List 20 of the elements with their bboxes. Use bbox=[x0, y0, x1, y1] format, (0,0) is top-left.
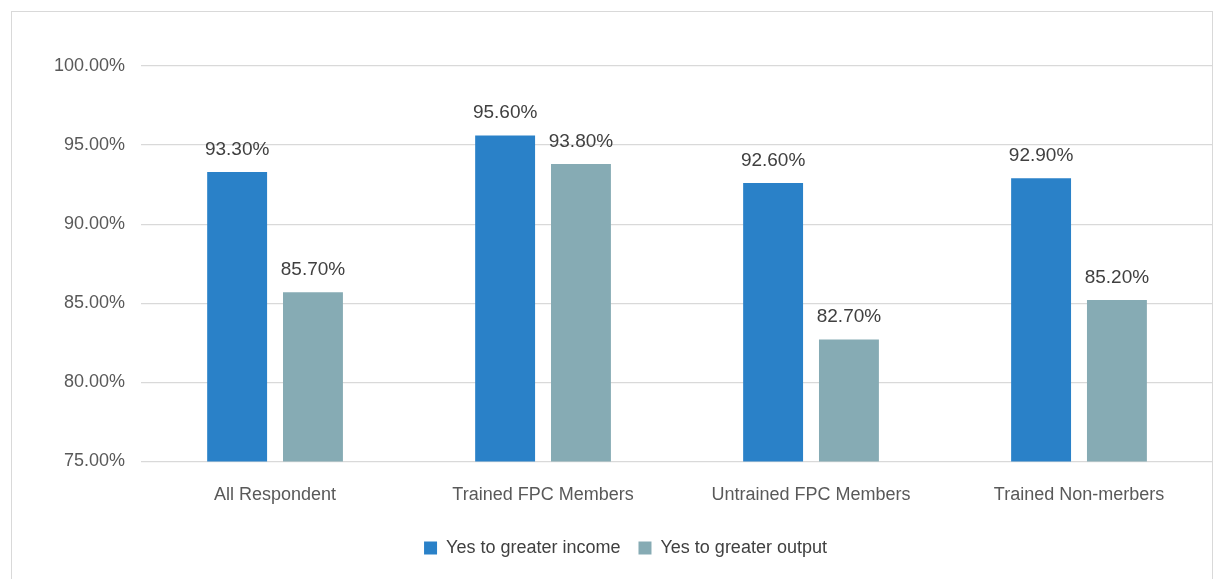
x-tick-label: Trained Non-merbers bbox=[993, 484, 1165, 505]
data-label: 85.20% bbox=[1084, 265, 1150, 287]
data-label: 92.60% bbox=[740, 148, 806, 170]
legend-label: Yes to greater income bbox=[446, 536, 621, 557]
legend-label: Yes to greater output bbox=[660, 536, 827, 557]
y-tick-label: 80.00% bbox=[64, 371, 126, 392]
data-label: 95.60% bbox=[472, 101, 538, 123]
data-label: 93.80% bbox=[548, 129, 614, 151]
data-label: 93.30% bbox=[204, 137, 270, 159]
data-label: 82.70% bbox=[816, 305, 882, 327]
x-tick-label: Untrained FPC Members bbox=[711, 484, 911, 505]
data-label: 85.70% bbox=[280, 257, 346, 279]
x-tick-label: Trained FPC Members bbox=[452, 484, 634, 505]
y-tick-label: 90.00% bbox=[64, 213, 126, 234]
x-tick-label: All Respondent bbox=[214, 484, 337, 505]
y-tick-label: 85.00% bbox=[64, 292, 126, 313]
y-tick-label: 95.00% bbox=[64, 134, 126, 155]
y-tick-label: 100.00% bbox=[54, 54, 126, 75]
y-tick-label: 75.00% bbox=[64, 450, 126, 471]
data-label: 92.90% bbox=[1008, 144, 1074, 166]
